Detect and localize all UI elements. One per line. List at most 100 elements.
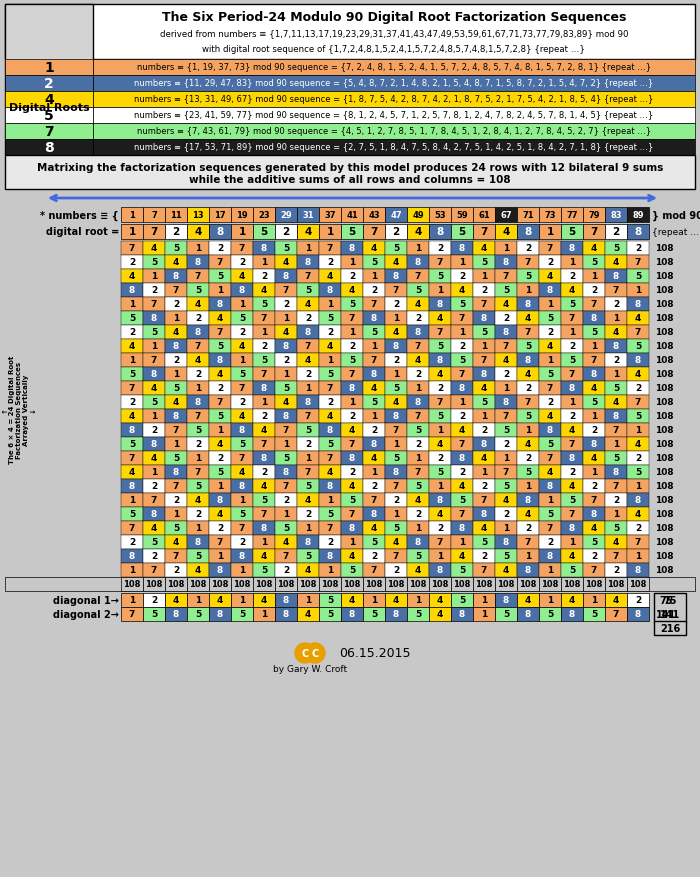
Text: 4: 4 [415, 496, 421, 505]
Text: 2: 2 [195, 314, 201, 323]
Text: 7: 7 [393, 482, 399, 491]
Bar [93, 139, 695, 156]
Bar [165, 410, 187, 424]
Bar [539, 480, 561, 494]
Bar [143, 367, 165, 381]
Bar [231, 549, 253, 563]
Text: 1: 1 [283, 440, 289, 449]
Text: 1: 1 [569, 398, 575, 407]
Text: 7: 7 [44, 125, 54, 139]
Text: 5: 5 [481, 398, 487, 407]
Bar [187, 225, 209, 239]
Bar [209, 270, 231, 283]
Bar [187, 594, 209, 607]
Text: 1: 1 [503, 384, 509, 393]
Bar [297, 353, 319, 367]
Text: 4: 4 [217, 440, 223, 449]
Text: 4: 4 [261, 482, 267, 491]
Text: 4: 4 [481, 244, 487, 253]
Bar [495, 480, 517, 494]
Bar [341, 438, 363, 452]
Text: 108: 108 [233, 580, 251, 588]
Text: 5: 5 [591, 538, 597, 547]
Bar [517, 452, 539, 466]
Bar [275, 594, 297, 607]
Bar [385, 535, 407, 549]
Bar [473, 577, 495, 591]
Bar [451, 311, 473, 325]
Text: 4: 4 [503, 227, 510, 238]
Text: 8: 8 [371, 510, 377, 519]
Text: 7: 7 [503, 468, 509, 477]
Text: ↑
The 6 × 4 = 24 Digital Root
Factorization Sequences
Arrayed Vertically
↓: ↑ The 6 × 4 = 24 Digital Root Factorizat… [2, 355, 36, 464]
Bar [297, 466, 319, 480]
Text: 1: 1 [635, 286, 641, 296]
Text: 2: 2 [129, 538, 135, 547]
Bar [539, 494, 561, 508]
Bar [605, 396, 627, 410]
Bar [297, 311, 319, 325]
Bar [253, 242, 275, 256]
Bar [473, 297, 495, 311]
Text: 7: 7 [327, 244, 333, 253]
Text: 8: 8 [261, 524, 267, 533]
Bar [165, 480, 187, 494]
Text: } mod 90: } mod 90 [652, 210, 700, 220]
Text: 8: 8 [503, 328, 509, 337]
Text: 8: 8 [305, 398, 311, 407]
Text: 5: 5 [568, 227, 575, 238]
Bar [385, 339, 407, 353]
Bar [341, 367, 363, 381]
Text: 108: 108 [343, 580, 360, 588]
Text: 4: 4 [437, 510, 443, 519]
Bar [539, 535, 561, 549]
Text: 4: 4 [304, 227, 312, 238]
Bar [165, 424, 187, 438]
Bar [253, 424, 275, 438]
Text: 4: 4 [195, 496, 201, 505]
Bar [473, 381, 495, 396]
Text: 7: 7 [195, 272, 201, 282]
Bar [363, 452, 385, 466]
Text: 2: 2 [217, 384, 223, 393]
Text: 5: 5 [415, 610, 421, 619]
Text: 4: 4 [304, 300, 312, 310]
Bar [605, 367, 627, 381]
Bar [297, 381, 319, 396]
Text: 1: 1 [437, 552, 443, 561]
Bar [363, 225, 385, 239]
Text: 4: 4 [173, 258, 179, 267]
Text: 108: 108 [654, 300, 673, 310]
Bar [143, 466, 165, 480]
Bar [517, 594, 539, 607]
Bar [407, 367, 429, 381]
Text: 7: 7 [349, 510, 355, 519]
Text: 7: 7 [525, 398, 531, 407]
Text: 108: 108 [654, 496, 673, 505]
Bar [539, 410, 561, 424]
Bar [319, 256, 341, 270]
Text: 1: 1 [239, 566, 245, 574]
Bar [143, 452, 165, 466]
Text: 108: 108 [654, 342, 673, 351]
Text: 4: 4 [239, 342, 245, 351]
Text: 4: 4 [393, 398, 399, 407]
Bar [407, 466, 429, 480]
Bar [605, 480, 627, 494]
Text: 1: 1 [613, 370, 619, 379]
Text: 5: 5 [591, 258, 597, 267]
Bar [297, 535, 319, 549]
Bar [495, 424, 517, 438]
Bar [319, 367, 341, 381]
Text: 8: 8 [525, 356, 531, 365]
Text: 8: 8 [129, 552, 135, 561]
Bar [143, 410, 165, 424]
Text: 5: 5 [349, 300, 355, 310]
Text: 5: 5 [415, 552, 421, 561]
Bar [363, 381, 385, 396]
Text: 61: 61 [478, 210, 490, 220]
Text: 8: 8 [524, 227, 531, 238]
Bar [385, 508, 407, 522]
Bar [121, 438, 143, 452]
Bar [605, 563, 627, 577]
